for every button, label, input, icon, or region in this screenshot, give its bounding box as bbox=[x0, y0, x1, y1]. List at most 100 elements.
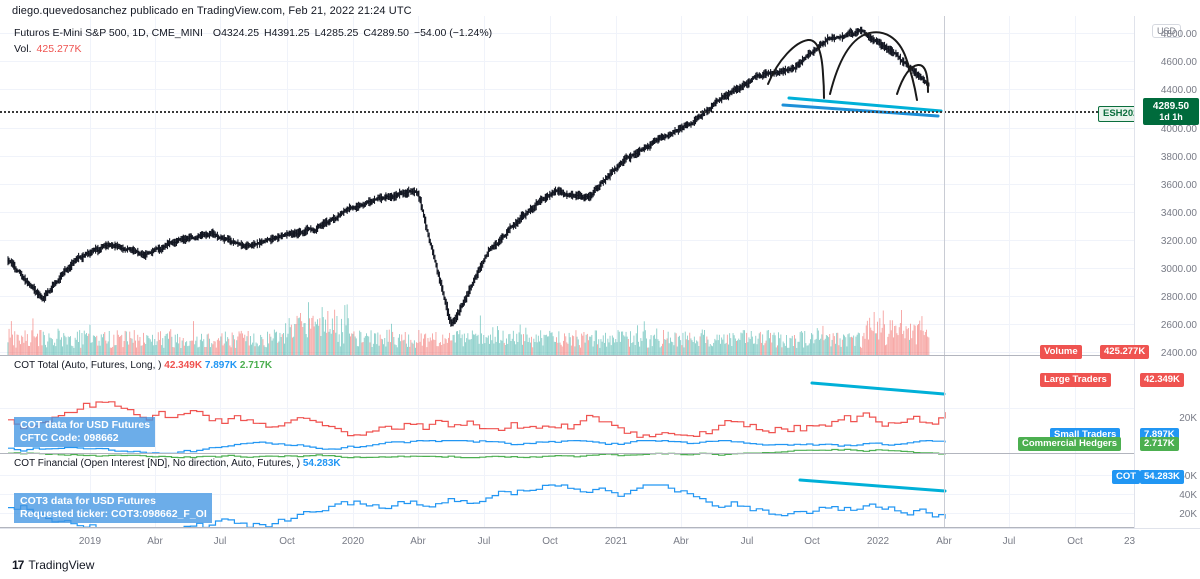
cot-total-legend[interactable]: COT Total (Auto, Futures, Long, ) 42.349… bbox=[14, 360, 272, 372]
time-axis-label: 2020 bbox=[341, 536, 365, 547]
time-axis-label: Abr bbox=[673, 536, 689, 547]
cot-total-trendline bbox=[810, 381, 946, 396]
cot3-infobox-line2: Requested ticker: COT3:098662_F_OI bbox=[20, 507, 207, 520]
current-price-value: 4289.50 bbox=[1152, 101, 1190, 112]
pane-separator-volume[interactable] bbox=[0, 355, 1200, 356]
cot-infobox-line1: COT data for USD Futures bbox=[20, 419, 151, 431]
cot-badge-label[interactable]: COT bbox=[1112, 470, 1141, 484]
grid-line bbox=[0, 89, 1134, 90]
grid-line bbox=[812, 16, 813, 528]
commercial-hedgers-badge-value[interactable]: 2.717K bbox=[1140, 437, 1179, 451]
volume-legend[interactable]: Vol. 425.277K bbox=[14, 42, 81, 56]
grid-line bbox=[418, 16, 419, 528]
chart-plot-area[interactable]: ESH2022 bbox=[0, 16, 1134, 528]
pane-separator-cot-financial[interactable] bbox=[0, 527, 1200, 528]
cot3-infobox-line1: COT3 data for USD Futures bbox=[20, 495, 156, 507]
time-axis-label: 2021 bbox=[604, 536, 628, 547]
time-axis-label: Oct bbox=[542, 536, 558, 547]
currency-badge[interactable]: USD bbox=[1151, 24, 1181, 38]
grid-line bbox=[0, 156, 1134, 157]
grid-line bbox=[616, 16, 617, 528]
current-price-line bbox=[0, 111, 1134, 113]
head-arc bbox=[829, 31, 918, 101]
grid-line bbox=[1009, 16, 1010, 528]
attribution-text: diego.quevedosanchez publicado en Tradin… bbox=[12, 5, 412, 17]
grid-line bbox=[0, 494, 1134, 495]
grid-line bbox=[0, 408, 1134, 409]
price-axis-label: 4000.00 bbox=[1160, 124, 1197, 135]
time-axis-label: 2019 bbox=[78, 536, 102, 547]
chart-legend[interactable]: Futuros E-Mini S&P 500, 1D, CME_MINI O432… bbox=[14, 27, 493, 39]
grid-line bbox=[747, 16, 748, 528]
grid-line bbox=[353, 16, 354, 528]
legend-interval: 1D bbox=[132, 27, 146, 39]
time-axis-label: Oct bbox=[1067, 536, 1083, 547]
cot-total-scale-label: 20K bbox=[1179, 413, 1197, 424]
price-axis-label: 3400.00 bbox=[1160, 208, 1197, 219]
grid-line bbox=[681, 16, 682, 528]
grid-line bbox=[0, 296, 1134, 297]
tradingview-logo[interactable]: 17 TradingView bbox=[12, 558, 94, 572]
cot-badge-value[interactable]: 54.283K bbox=[1140, 470, 1184, 484]
tradingview-logo-mark: 17 bbox=[12, 558, 24, 572]
pane-separator-cot-total[interactable] bbox=[0, 453, 1200, 454]
legend-high: H4391.25 bbox=[264, 27, 310, 39]
grid-line bbox=[0, 324, 1134, 325]
cot-total-title: COT Total (Auto, Futures, Long, ) bbox=[14, 360, 162, 371]
time-axis-label: Oct bbox=[279, 536, 295, 547]
price-axis-label: 2400.00 bbox=[1160, 348, 1197, 359]
cot-total-large-value: 42.349K bbox=[164, 360, 203, 371]
time-axis-label: 2022 bbox=[866, 536, 890, 547]
grid-line bbox=[155, 16, 156, 528]
time-axis-edge-label: 23 bbox=[1124, 536, 1136, 547]
cot-financial-legend[interactable]: COT Financial (Open Interest [ND], No di… bbox=[14, 458, 341, 470]
volume-axis-label[interactable]: Volume bbox=[1040, 345, 1082, 359]
price-axis-label: 2600.00 bbox=[1160, 320, 1197, 331]
grid-line bbox=[0, 61, 1134, 62]
grid-line bbox=[0, 212, 1134, 213]
grid-line bbox=[220, 16, 221, 528]
price-axis-label: 4600.00 bbox=[1160, 57, 1197, 68]
volume-legend-label: Vol. bbox=[14, 43, 32, 55]
cot-infobox-line2: CFTC Code: 098662 bbox=[20, 431, 119, 444]
grid-line bbox=[0, 33, 1134, 34]
grid-line bbox=[90, 16, 91, 528]
legend-exchange: CME_MINI bbox=[151, 27, 203, 39]
grid-line bbox=[1075, 16, 1076, 528]
left-shoulder-arc bbox=[767, 39, 825, 99]
time-axis-label: Oct bbox=[804, 536, 820, 547]
grid-line bbox=[878, 16, 879, 528]
price-axis-label: 3800.00 bbox=[1160, 152, 1197, 163]
grid-line bbox=[287, 16, 288, 528]
large-traders-badge-label[interactable]: Large Traders bbox=[1040, 373, 1111, 387]
cot-financial-scale-label: 20K bbox=[1179, 509, 1197, 520]
cot3-data-infobox: COT3 data for USD Futures Requested tick… bbox=[14, 493, 212, 523]
cot-financial-title: COT Financial (Open Interest [ND], No di… bbox=[14, 458, 301, 469]
cot-total-commercial-value: 2.717K bbox=[239, 360, 273, 371]
large-traders-badge-value[interactable]: 42.349K bbox=[1140, 373, 1184, 387]
crosshair-vertical bbox=[944, 16, 945, 528]
price-axis-label: 4800.00 bbox=[1160, 29, 1197, 40]
legend-close: C4289.50 bbox=[363, 27, 409, 39]
cot-total-series bbox=[8, 381, 946, 459]
head-and-shoulders-drawing[interactable] bbox=[0, 16, 1134, 356]
commercial-hedgers-badge-label[interactable]: Commercial Hedgers bbox=[1018, 437, 1122, 451]
grid-line bbox=[550, 16, 551, 528]
grid-line bbox=[484, 16, 485, 528]
symbol-price-tag[interactable]: ESH2022 bbox=[1098, 106, 1134, 122]
legend-low: L4285.25 bbox=[314, 27, 359, 39]
time-axis[interactable]: 2019 Abr Jul Oct 2020 Abr Jul Oct 2021 A… bbox=[0, 528, 1200, 555]
volume-axis-badge[interactable]: 425.277K bbox=[1100, 345, 1150, 359]
price-axis-label: 3200.00 bbox=[1160, 236, 1197, 247]
cot-financial-scale-label: 60K bbox=[1179, 471, 1197, 482]
time-axis-label: Jul bbox=[1002, 536, 1016, 547]
cot-total-small-value: 7.897K bbox=[204, 360, 238, 371]
legend-open: O4324.25 bbox=[212, 27, 260, 39]
grid-line bbox=[0, 240, 1134, 241]
time-axis-label: Abr bbox=[410, 536, 426, 547]
price-axis[interactable]: USD 4800.00 4600.00 4400.00 4000.00 3800… bbox=[1134, 16, 1200, 528]
time-axis-label: Abr bbox=[147, 536, 163, 547]
current-price-tag[interactable]: 4289.50 1d 1h bbox=[1143, 98, 1199, 125]
price-axis-label: 2800.00 bbox=[1160, 292, 1197, 303]
right-shoulder-arc bbox=[896, 64, 929, 95]
